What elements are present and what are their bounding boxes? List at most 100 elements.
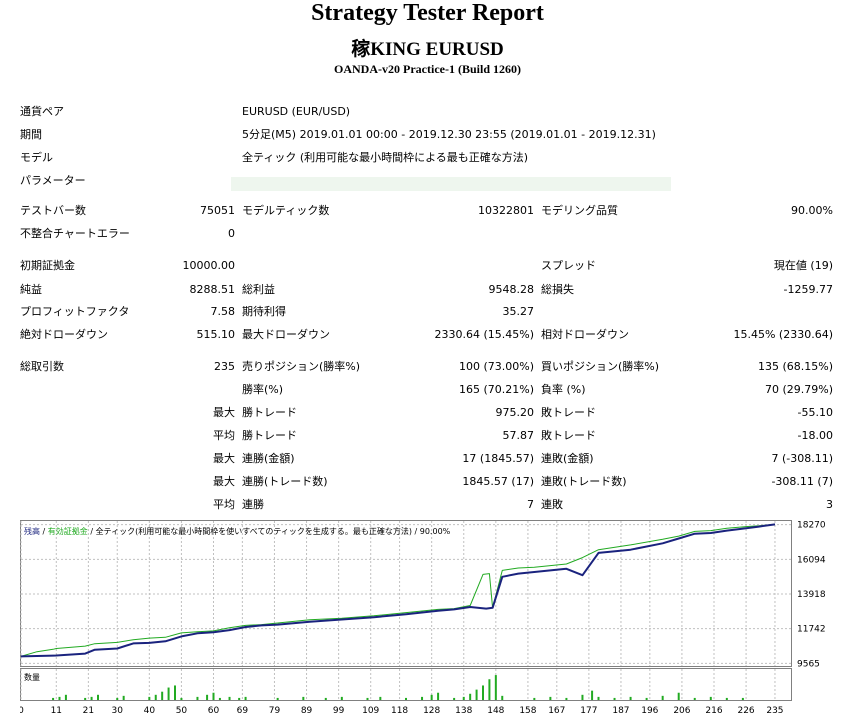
loss-rate-label: 負率 (%) (541, 383, 586, 396)
report-title: Strategy Tester Report (311, 0, 544, 26)
y-tick-label: 9565 (797, 659, 820, 669)
x-tick-label: 109 (362, 706, 379, 716)
total-trades-label: 総取引数 (20, 360, 64, 373)
x-tick-label: 69 (237, 706, 249, 716)
period-value: 5分足(M5) 2019.01.01 00:00 - 2019.12.30 23… (242, 128, 656, 141)
average-loss-value: -18.00 (797, 429, 833, 442)
y-tick-label: 18270 (797, 521, 826, 531)
params-value-box (231, 177, 671, 191)
max-cons-profit-prefix: 最大 (213, 475, 235, 488)
long-positions-value: 135 (68.15%) (757, 360, 833, 373)
deposit-value: 10000.00 (182, 259, 236, 272)
x-tick-label: 40 (144, 706, 156, 716)
max-cons-loss-label: 連敗(トレード数) (541, 475, 627, 488)
quality-label: モデリング品質 (541, 204, 618, 217)
x-tick-label: 158 (519, 706, 536, 716)
maximal-drawdown-label: 最大ドローダウン (242, 328, 330, 341)
win-rate-value: 165 (70.21%) (458, 383, 534, 396)
x-tick-label: 30 (112, 706, 124, 716)
x-tick-label: 50 (176, 706, 188, 716)
x-tick-label: 206 (673, 706, 690, 716)
model-label: モデル (20, 151, 53, 164)
profit-factor-value: 7.58 (210, 305, 236, 318)
legend-quality: 90.00% (420, 527, 451, 536)
avg-cons-losses-value: 3 (826, 498, 833, 511)
equity-line (20, 523, 776, 657)
y-tick-label: 11742 (797, 625, 826, 635)
symbol-label: 通貨ペア (20, 105, 64, 118)
absolute-drawdown-value: 515.10 (196, 328, 236, 341)
average-loss-label: 敗トレード (541, 429, 596, 442)
x-tick-label: 216 (705, 706, 722, 716)
quality-value: 90.00% (791, 204, 833, 217)
bars-label: テストバー数 (20, 204, 86, 217)
volume-label: 数量 (24, 672, 40, 682)
short-positions-value: 100 (73.00%) (458, 360, 534, 373)
largest-prefix: 最大 (213, 406, 235, 419)
gross-loss-value: -1259.77 (783, 283, 833, 296)
x-tick-label: 60 (208, 706, 220, 716)
avg-cons-wins-value: 7 (527, 498, 534, 511)
max-cons-wins-label: 連勝(金額) (242, 452, 295, 465)
long-positions-label: 買いポジション(勝率%) (541, 360, 660, 373)
main-plot-frame (20, 520, 792, 667)
legend-equity: 有効証拠金 (48, 526, 88, 536)
largest-win-label: 勝トレード (242, 406, 297, 419)
absolute-drawdown-label: 絶対ドローダウン (20, 328, 108, 341)
relative-drawdown-label: 相対ドローダウン (541, 328, 629, 341)
x-tick-label: 21 (83, 706, 94, 716)
largest-loss-label: 敗トレード (541, 406, 596, 419)
x-tick-label: 99 (333, 706, 345, 716)
largest-loss-value: -55.10 (797, 406, 833, 419)
balance-chart: 9565 11742 13918 16094 18270 0 11 21 30 40 50 60 69 7… (20, 520, 850, 718)
x-tick-label: 177 (580, 706, 597, 716)
gross-profit-label: 総利益 (242, 283, 275, 296)
y-tick-label: 13918 (797, 590, 826, 600)
balance-chart-svg: 9565 11742 13918 16094 18270 0 11 21 30 40 50 60 69 7… (20, 520, 826, 716)
spread-value: 現在値 (19) (773, 259, 833, 272)
x-tick-label: 89 (301, 706, 313, 716)
period-label: 期間 (20, 128, 42, 141)
legend-balance: 残高 (24, 526, 40, 536)
expected-payoff-value: 35.27 (502, 305, 535, 318)
x-tick-label: 187 (612, 706, 629, 716)
avg-cons-wins-label: 連勝 (242, 498, 264, 511)
x-tick-label: 118 (391, 706, 408, 716)
mismatch-value: 0 (228, 227, 235, 240)
max-cons-prefix: 最大 (213, 452, 235, 465)
x-tick-label: 79 (269, 706, 281, 716)
net-profit-label: 純益 (20, 283, 42, 296)
model-value: 全ティック (利用可能な最小時間枠による最も正確な方法) (242, 151, 529, 164)
mismatch-label: 不整合チャートエラー (20, 227, 130, 240)
avg-cons-prefix: 平均 (213, 498, 235, 511)
largest-win-value: 975.20 (495, 406, 535, 419)
max-cons-losses-value: 7 (-308.11) (771, 452, 833, 465)
ticks-label: モデルティック数 (242, 204, 330, 217)
ticks-value: 10322801 (478, 204, 534, 217)
avg-cons-losses-label: 連敗 (541, 498, 563, 511)
average-win-label: 勝トレード (242, 429, 297, 442)
symbol-value: EURUSD (EUR/USD) (242, 105, 351, 118)
legend-separator-3: / (412, 527, 420, 536)
legend-separator: / (40, 527, 48, 536)
legend-separator-2: / (88, 527, 96, 536)
x-tick-label: 11 (51, 706, 62, 716)
x-tick-label: 128 (423, 706, 440, 716)
max-cons-losses-label: 連敗(金額) (541, 452, 594, 465)
deposit-label: 初期証拠金 (20, 259, 75, 272)
gross-loss-label: 総損失 (541, 283, 574, 296)
average-win-value: 57.87 (502, 429, 535, 442)
win-rate-label: 勝率(%) (242, 383, 284, 396)
gross-profit-value: 9548.28 (488, 283, 535, 296)
params-label: パラメーター (20, 174, 86, 187)
expected-payoff-label: 期待利得 (242, 305, 286, 318)
x-tick-label: 226 (737, 706, 754, 716)
report-subtitle: 稼KING EURUSD (351, 39, 504, 60)
x-tick-label: 196 (641, 706, 658, 716)
x-tick-label: 167 (548, 706, 565, 716)
x-tick-label: 148 (487, 706, 504, 716)
short-positions-label: 売りポジション(勝率%) (242, 360, 361, 373)
max-cons-profit-value: 1845.57 (17) (462, 475, 534, 488)
maximal-drawdown-value: 2330.64 (15.45%) (434, 328, 534, 341)
volume-plot-frame (20, 668, 792, 701)
